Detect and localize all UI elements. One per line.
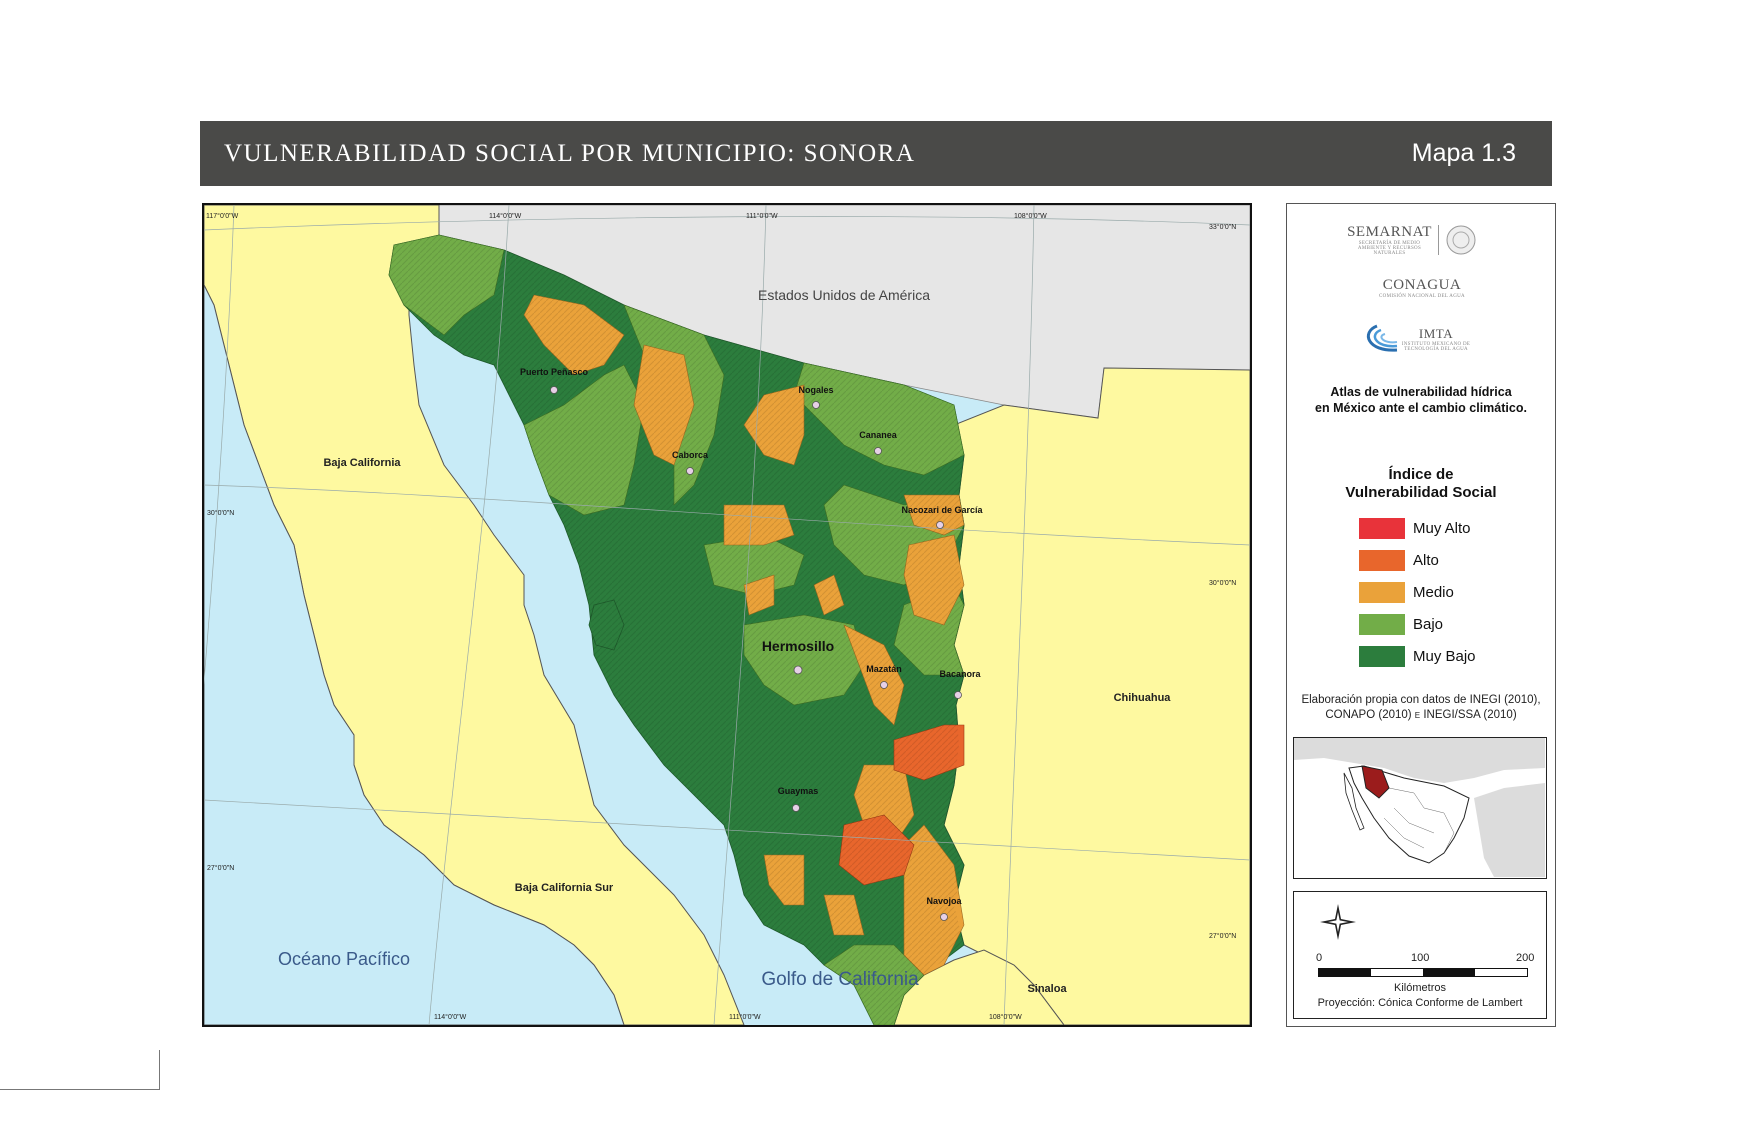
data-credits: Elaboración propia con datos de INEGI (2… (1287, 693, 1555, 723)
scale-tick-200: 200 (1516, 952, 1535, 964)
lat-label-right-3: 27°0'0"N (1209, 932, 1236, 940)
legend-item-muy-bajo: Muy Bajo (1359, 646, 1476, 667)
label-baja-california-sur: Baja California Sur (515, 882, 614, 894)
atlas-title-line-1: Atlas de vulnerabilidad hídrica (1330, 385, 1512, 399)
conagua-subtitle: COMISIÓN NACIONAL DEL AGUA (1379, 294, 1465, 299)
label-gulf: Golfo de California (761, 969, 919, 990)
city-dot-bacanora (954, 691, 962, 699)
legend-swatch (1359, 646, 1405, 667)
city-dot-nogales (812, 401, 820, 409)
lon-label-bottom-3: 108°0'0"W (989, 1013, 1022, 1021)
legend-label: Bajo (1413, 616, 1444, 633)
projection-note: Proyección: Cónica Conforme de Lambert (1317, 997, 1523, 1009)
label-sinaloa: Sinaloa (1027, 983, 1067, 995)
map-title-bar: VULNERABILIDAD SOCIAL POR MUNICIPIO: SON… (200, 121, 1552, 186)
city-dot-puerto-penasco (550, 386, 558, 394)
legend-swatch (1359, 582, 1405, 603)
city-guaymas: Guaymas (778, 786, 819, 796)
city-dot-cananea (874, 447, 882, 455)
legend-panel: SEMARNAT SECRETARÍA DE MEDIO AMBIENTE Y … (1286, 203, 1556, 1027)
legend-label: Alto (1413, 552, 1439, 569)
scale-bar (1318, 968, 1528, 977)
lon-label-top-4: 108°0'0"W (1014, 212, 1047, 220)
scale-box: 0 100 200 Kilómetros Proyección: Cónica … (1293, 891, 1547, 1019)
lat-label-left-2: 27°0'0"N (207, 864, 234, 872)
map-svg: 117°0'0"W 114°0'0"W 111°0'0"W 108°0'0"W … (204, 205, 1250, 1025)
map-number: Mapa 1.3 (1411, 139, 1516, 167)
semarnat-name: SEMARNAT (1347, 224, 1432, 240)
label-usa: Estados Unidos de América (758, 287, 930, 303)
legend-item-bajo: Bajo (1359, 614, 1443, 635)
city-cananea: Cananea (859, 430, 898, 440)
lon-label-top-2: 114°0'0"W (489, 212, 522, 220)
page-corner-line-h (0, 1089, 160, 1090)
chihuahua-area (943, 367, 1250, 1025)
compass-rose-icon (1320, 904, 1356, 940)
legend-item-medio: Medio (1359, 582, 1454, 603)
coat-of-arms-icon (1446, 225, 1476, 255)
city-dot-nacozari (936, 521, 944, 529)
legend-swatch (1359, 550, 1405, 571)
legend-title-line-1: Índice de (1388, 466, 1454, 483)
city-bacanora: Bacanora (939, 669, 981, 679)
scale-tick-0: 0 (1316, 952, 1323, 964)
imta-subtitle: INSTITUTO MEXICANO DE TECNOLOGÍA DEL AGU… (1401, 342, 1471, 352)
locator-map-svg (1294, 738, 1545, 877)
city-dot-mazatan (880, 681, 888, 689)
locator-map (1293, 737, 1547, 879)
legend-label: Muy Bajo (1413, 648, 1476, 665)
city-nacozari: Nacozari de García (901, 505, 983, 515)
city-dot-hermosillo (793, 665, 803, 675)
legend-label: Medio (1413, 584, 1454, 601)
legend-title: Índice de Vulnerabilidad Social (1287, 466, 1555, 502)
city-mazatan: Mazatán (866, 664, 902, 674)
lat-label-left-1: 30°0'0"N (207, 509, 234, 517)
main-map[interactable]: 117°0'0"W 114°0'0"W 111°0'0"W 108°0'0"W … (202, 203, 1252, 1027)
lon-label-top-1: 117°0'0"W (206, 212, 239, 220)
legend-label: Muy Alto (1413, 520, 1471, 537)
conagua-logo: CONAGUA COMISIÓN NACIONAL DEL AGUA (1347, 277, 1497, 299)
atlas-title-line-2: en México ante el cambio climático. (1315, 401, 1527, 415)
label-chihuahua: Chihuahua (1114, 692, 1172, 704)
conagua-name: CONAGUA (1382, 277, 1462, 293)
city-nogales: Nogales (798, 385, 833, 395)
relief-shading (389, 235, 964, 1025)
pacific-ocean-area (204, 284, 625, 1025)
legend-item-alto: Alto (1359, 550, 1439, 571)
legend-title-line-2: Vulnerabilidad Social (1345, 484, 1497, 501)
graticule-labels: 117°0'0"W 114°0'0"W 111°0'0"W 108°0'0"W … (206, 212, 1236, 1021)
map-title: VULNERABILIDAD SOCIAL POR MUNICIPIO: SON… (224, 139, 916, 167)
scale-unit: Kilómetros (1394, 982, 1446, 994)
city-navojoa: Navojoa (926, 896, 962, 906)
city-hermosillo: Hermosillo (762, 638, 834, 654)
atlas-title: Atlas de vulnerabilidad hídrica en Méxic… (1287, 384, 1555, 416)
imta-logo: IMTA INSTITUTO MEXICANO DE TECNOLOGÍA DE… (1357, 322, 1487, 356)
scale-tick-100: 100 (1411, 952, 1430, 964)
imta-waves-icon (1366, 324, 1398, 352)
city-puerto-penasco: Puerto Peñasco (520, 367, 589, 377)
lon-label-bottom-1: 114°0'0"W (434, 1013, 467, 1021)
city-markers: Puerto Peñasco Nogales Cananea Caborca N… (520, 367, 984, 921)
semarnat-logo: SEMARNAT SECRETARÍA DE MEDIO AMBIENTE Y … (1347, 224, 1477, 256)
legend-swatch (1359, 518, 1405, 539)
legend-swatch (1359, 614, 1405, 635)
lon-label-top-3: 111°0'0"W (746, 212, 778, 220)
city-caborca: Caborca (672, 450, 709, 460)
legend-item-muy-alto: Muy Alto (1359, 518, 1471, 539)
page-corner-line-v (159, 1050, 160, 1090)
semarnat-subtitle: SECRETARÍA DE MEDIO AMBIENTE Y RECURSOS … (1357, 241, 1422, 256)
credits-line-1: Elaboración propia con datos de INEGI (2… (1301, 694, 1541, 706)
credits-line-2: CONAPO (2010) e INEGI/SSA (2010) (1325, 709, 1517, 721)
label-pacific: Océano Pacífico (278, 949, 410, 969)
lat-label-right-2: 30°0'0"N (1209, 579, 1236, 587)
city-dot-navojoa (940, 913, 948, 921)
city-dot-caborca (686, 467, 694, 475)
lon-label-bottom-2: 111°0'0"W (729, 1013, 761, 1021)
city-dot-guaymas (792, 804, 800, 812)
label-baja-california: Baja California (323, 457, 401, 469)
imta-name: IMTA (1418, 326, 1454, 341)
lat-label-right-1: 33°0'0"N (1209, 223, 1236, 231)
